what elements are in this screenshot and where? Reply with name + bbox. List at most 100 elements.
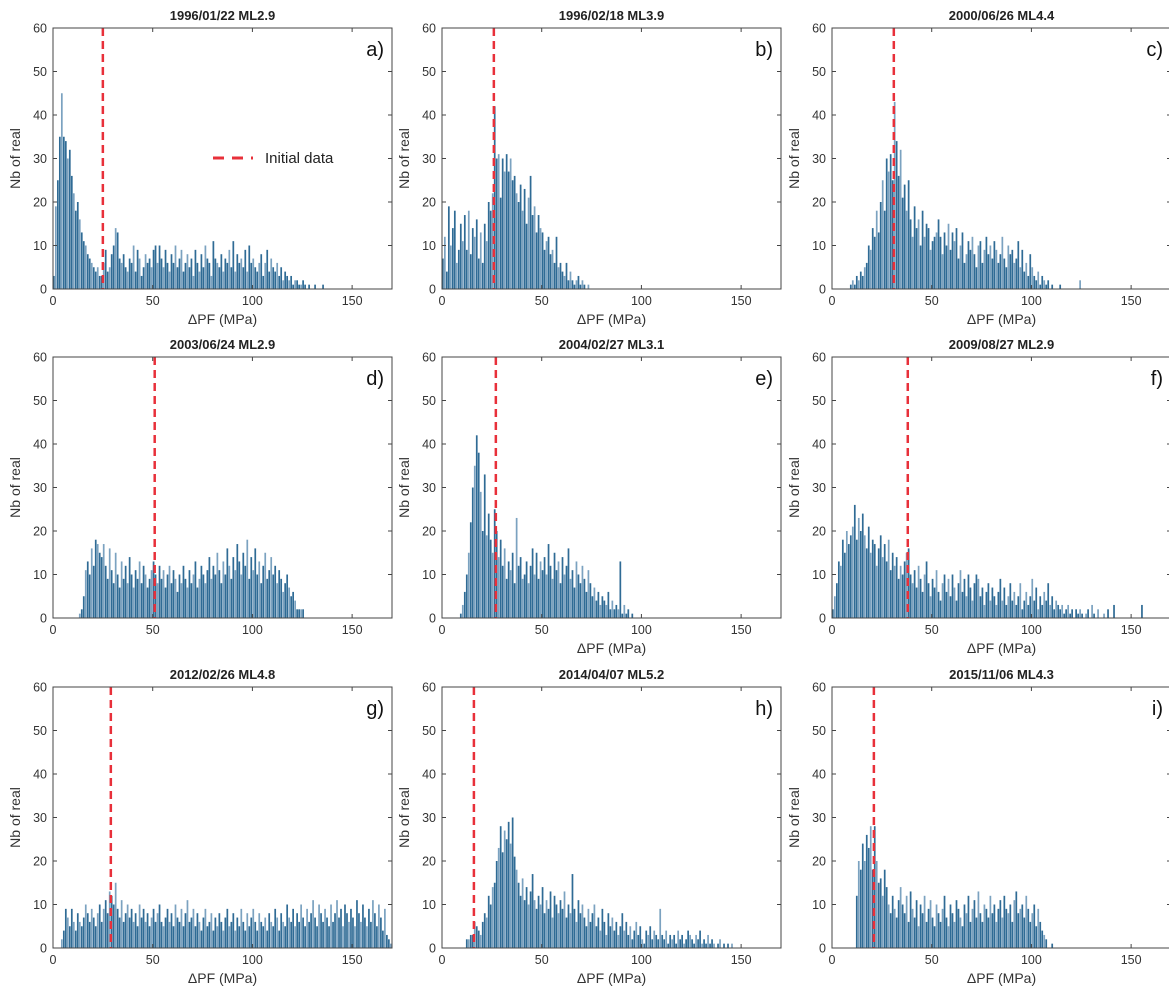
- histogram-bar: [256, 574, 259, 618]
- histogram-bar: [102, 908, 105, 948]
- y-tick-label: 10: [812, 898, 826, 912]
- histogram-bar: [94, 926, 97, 948]
- histogram-bar: [256, 271, 259, 289]
- histogram-bar: [559, 583, 562, 618]
- histogram-bar: [485, 535, 488, 618]
- histogram-bar: [286, 275, 289, 289]
- histogram-bar: [857, 861, 860, 948]
- histogram-bar: [360, 921, 362, 948]
- histogram-bar: [623, 604, 626, 618]
- histogram-bar: [1113, 604, 1115, 618]
- histogram-bar: [917, 565, 920, 618]
- histogram-bar: [543, 249, 546, 289]
- histogram-bar: [278, 930, 281, 948]
- histogram-bar: [1079, 280, 1081, 289]
- histogram-bar: [539, 561, 542, 618]
- histogram-bar: [1045, 284, 1048, 289]
- histogram-bar: [597, 917, 600, 948]
- histogram-bar: [282, 921, 285, 948]
- histogram-bar: [100, 921, 103, 948]
- histogram-bar: [895, 141, 898, 289]
- histogram-bar: [68, 149, 71, 289]
- histogram-bar: [993, 596, 996, 618]
- histogram-bar: [985, 591, 988, 618]
- histogram-bar: [453, 210, 456, 289]
- histogram-bar: [1023, 271, 1026, 289]
- histogram-bar: [326, 917, 328, 948]
- histogram-bar: [471, 228, 474, 289]
- histogram-bar: [1107, 609, 1109, 618]
- histogram-bar: [154, 921, 157, 948]
- histogram-bar: [344, 904, 346, 948]
- histogram-bar: [230, 267, 233, 289]
- histogram-bar: [877, 232, 880, 289]
- histogram-bar: [981, 587, 984, 618]
- histogram-bar: [88, 574, 91, 618]
- histogram-bar: [328, 926, 330, 948]
- histogram-bar: [204, 908, 207, 948]
- histogram-bar: [951, 574, 954, 618]
- histogram-bar: [224, 574, 227, 618]
- histogram-bar: [893, 908, 896, 948]
- histogram-bar: [194, 249, 197, 289]
- histogram-bar: [989, 245, 992, 289]
- histogram-bar: [707, 934, 709, 948]
- histogram-bar: [497, 847, 500, 948]
- histogram-bar: [1007, 245, 1010, 289]
- histogram-bar: [691, 939, 693, 948]
- histogram-bar: [132, 245, 135, 289]
- y-tick-label: 20: [33, 855, 47, 869]
- histogram-bar: [184, 913, 187, 948]
- histogram-bar: [244, 565, 247, 618]
- histogram-bar: [541, 570, 544, 618]
- histogram-bar: [228, 565, 231, 618]
- histogram-bar: [196, 587, 199, 618]
- histogram-bar: [172, 926, 175, 948]
- histogram-bar: [545, 574, 548, 618]
- y-tick-label: 0: [429, 942, 436, 956]
- histogram-bar: [244, 930, 247, 948]
- histogram-bar: [887, 171, 890, 289]
- histogram-bar: [655, 934, 658, 948]
- histogram-bar: [178, 258, 181, 289]
- histogram-bar: [633, 930, 636, 948]
- histogram-bar: [222, 930, 225, 948]
- x-axis-label: ΔPF (MPa): [577, 311, 646, 327]
- histogram-bar: [895, 557, 898, 618]
- histogram-bar: [80, 926, 83, 948]
- histogram-bar: [981, 262, 984, 289]
- histogram-bar: [60, 939, 63, 948]
- histogram-bar: [997, 591, 1000, 618]
- x-tick-label: 50: [146, 953, 160, 967]
- y-tick-label: 40: [422, 109, 436, 123]
- bar-series: [849, 101, 1081, 289]
- histogram-bar: [140, 583, 143, 618]
- histogram-bar: [134, 913, 137, 948]
- histogram-bar: [957, 908, 960, 948]
- histogram-bar: [78, 613, 81, 618]
- histogram-bar: [507, 561, 510, 618]
- histogram-bar: [84, 904, 87, 948]
- histogram-bar: [569, 578, 572, 618]
- histogram-bar: [130, 262, 133, 289]
- histogram-bar: [176, 917, 179, 948]
- histogram-bar: [78, 921, 81, 948]
- histogram-bar: [286, 904, 289, 948]
- histogram-bar: [1033, 600, 1036, 618]
- histogram-bar: [483, 223, 486, 289]
- histogram-bar: [156, 913, 159, 948]
- histogram-bar: [875, 210, 878, 289]
- panel-title: 1996/02/18 ML3.9: [559, 8, 665, 23]
- histogram-bar: [1007, 913, 1010, 948]
- histogram-bar: [354, 926, 356, 948]
- histogram-bar: [901, 197, 904, 289]
- histogram-bar: [302, 609, 304, 618]
- histogram-bar: [1013, 591, 1016, 618]
- histogram-bar: [567, 904, 570, 948]
- histogram-bar: [657, 939, 660, 948]
- histogram-bar: [625, 921, 628, 948]
- y-tick-label: 50: [33, 65, 47, 79]
- panel-title: 2012/02/26 ML4.8: [170, 667, 276, 682]
- histogram-bar: [72, 921, 75, 948]
- histogram-bar: [126, 583, 129, 618]
